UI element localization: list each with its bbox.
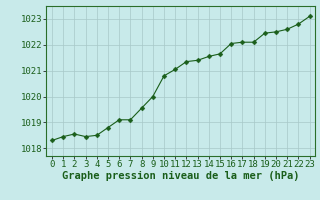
X-axis label: Graphe pression niveau de la mer (hPa): Graphe pression niveau de la mer (hPa) bbox=[62, 171, 300, 181]
